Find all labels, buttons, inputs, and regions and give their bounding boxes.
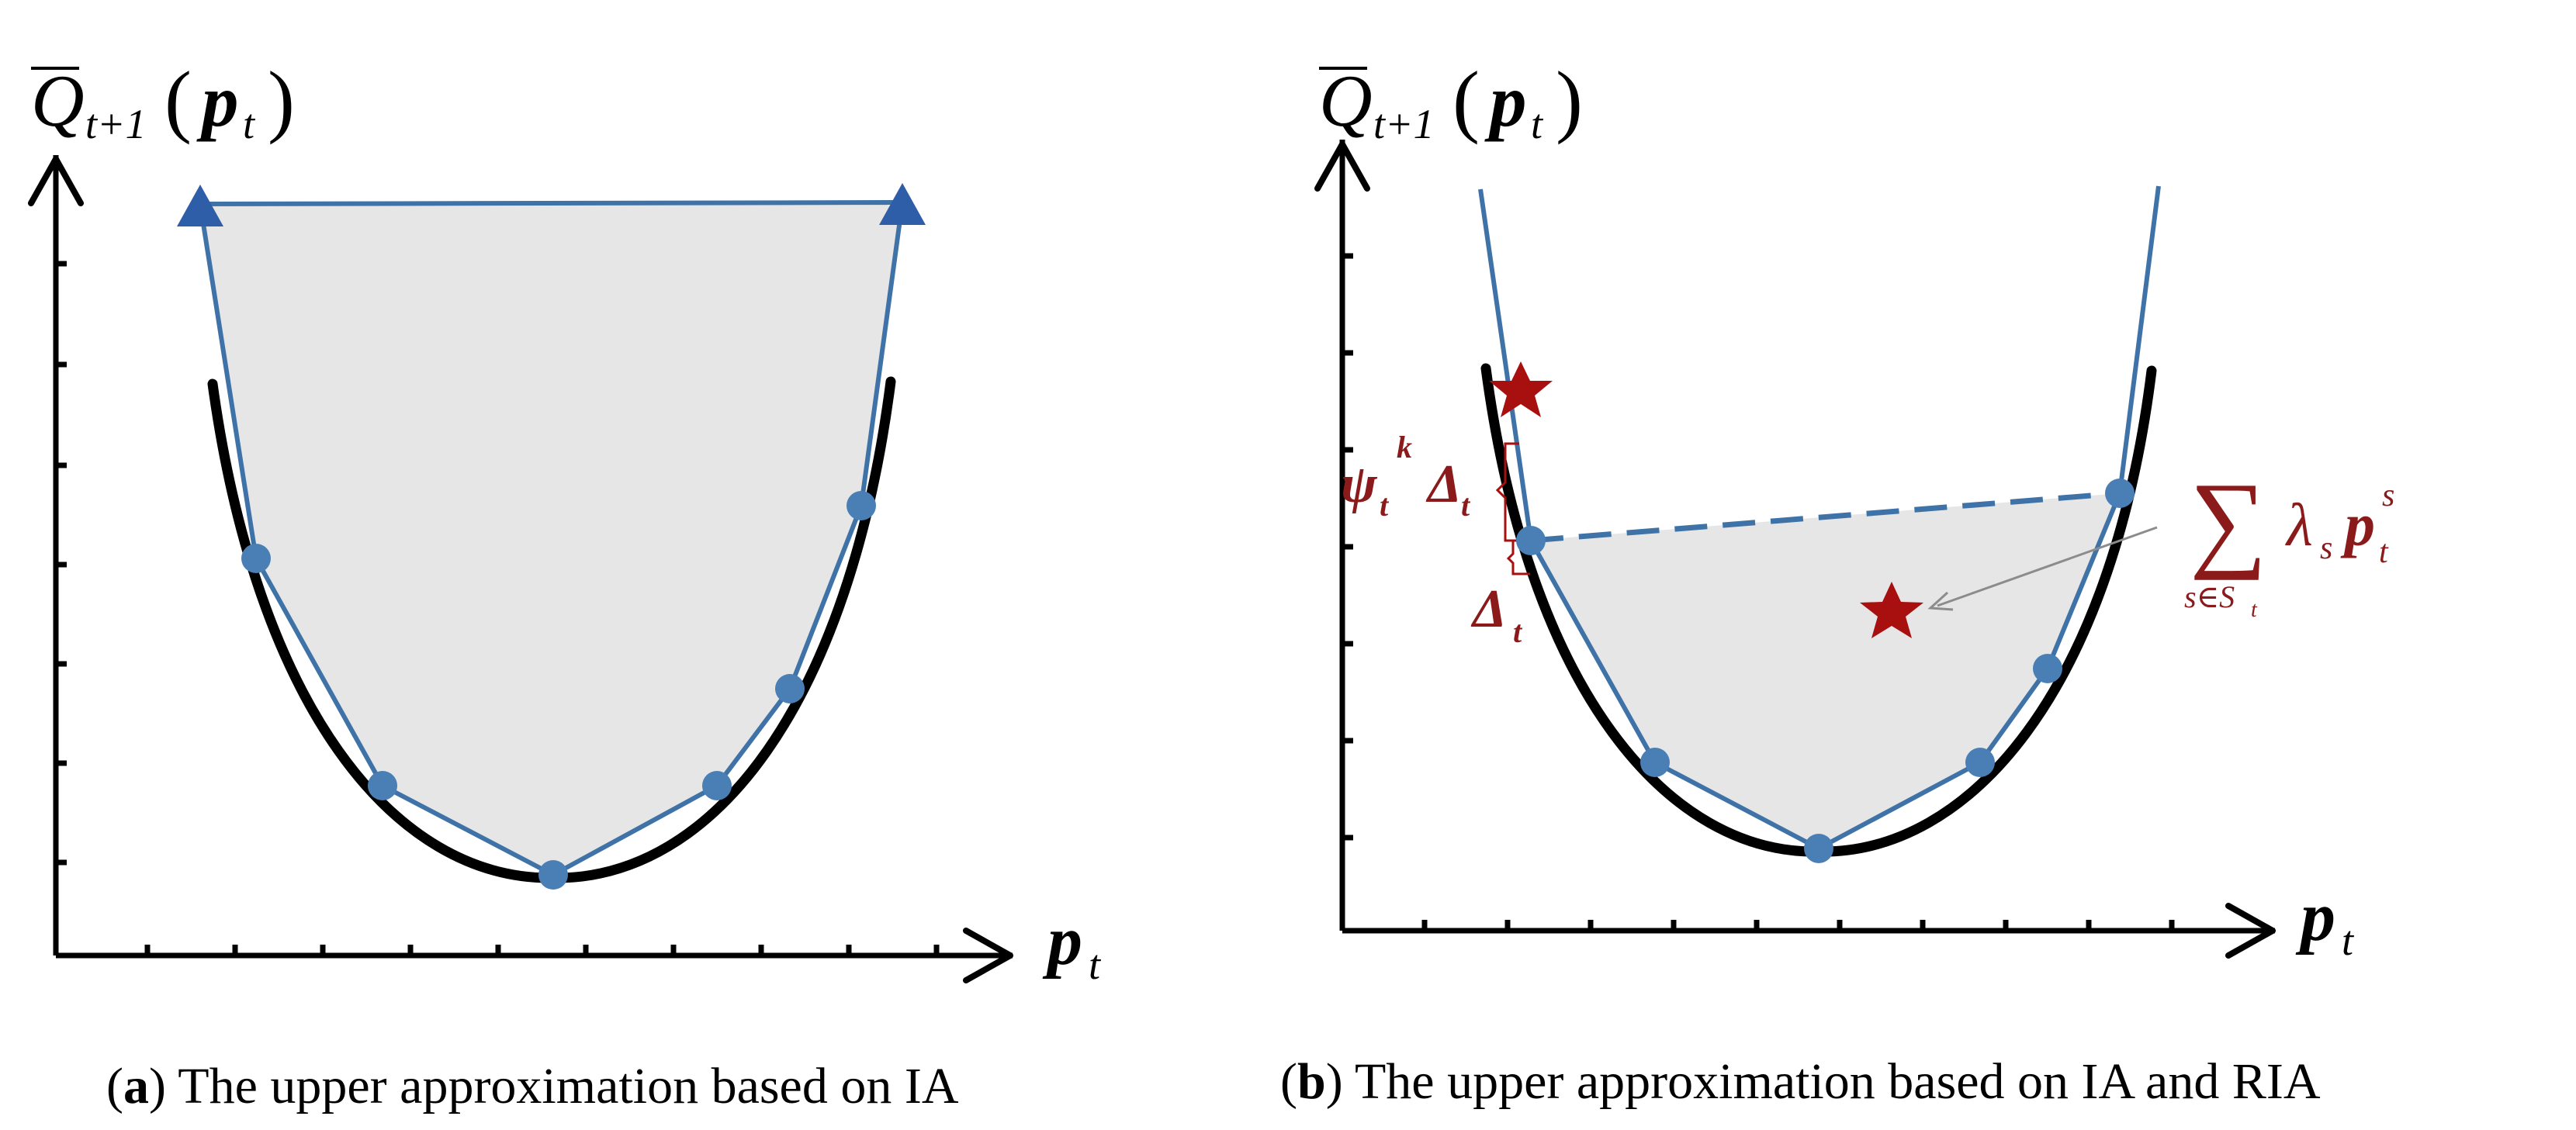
panel-b-delta-bracket <box>1506 539 1530 575</box>
panel-a-y-label-p: p <box>196 60 239 142</box>
panel-b-point <box>1804 834 1833 863</box>
panel-b-approx-polyline <box>1529 492 2122 851</box>
panel-b-y-label-close: ) <box>1556 54 1583 145</box>
panel-a-caption-text: ) The upper approximation based on IA <box>149 1058 959 1114</box>
panel-b-sum-lambda: λ <box>2285 491 2313 558</box>
panel-a-shaded-region <box>200 202 902 875</box>
panel-a-point <box>368 771 397 800</box>
panel-b-star-upper <box>1489 361 1553 417</box>
panel-a-y-label-psub: t <box>243 101 256 147</box>
panel-a-y-label: Q t+1 ( p t ) <box>31 54 295 147</box>
panel-b-sum-p: p <box>2340 491 2375 558</box>
panel-b-y-label: Q t+1 ( p t ) <box>1319 54 1583 147</box>
panel-a-triangle-left <box>177 185 223 226</box>
panel-a-y-label-open: ( <box>164 54 192 145</box>
panel-a-caption-letter: a <box>123 1058 149 1114</box>
panel-a-point <box>702 771 732 800</box>
panel-b-x-label-sub: t <box>2342 917 2355 964</box>
panel-a-point <box>538 860 568 890</box>
panel-b-y-label-psub: t <box>1531 101 1544 147</box>
panel-b-ria-line-right <box>2117 185 2161 494</box>
panel-b-y-label-sub: t+1 <box>1373 101 1434 147</box>
panel-b-psi-delta: Δ <box>1425 454 1462 514</box>
panel-b-delta-symbol: Δ <box>1470 579 1507 639</box>
panel-b: Q t+1 ( p t ) p t ψ t k Δ t Δ t ∑ s∈S <box>1280 54 2394 1110</box>
panel-a-point <box>847 491 876 520</box>
panel-b-x-ticks <box>1421 920 2175 931</box>
panel-b-psi-sup: k <box>1397 430 1412 465</box>
panel-a-y-ticks <box>56 261 67 866</box>
panel-b-psi-bracket <box>1495 442 1519 542</box>
panel-a-point <box>775 674 805 703</box>
panel-b-sum-lambda-sub: s <box>2320 530 2332 566</box>
panel-b-points <box>1516 479 2135 863</box>
panel-b-sum-pointer-head <box>1927 591 1954 611</box>
panel-b-sum-p-sup: s <box>2382 478 2394 513</box>
panel-b-y-axis-arrowhead <box>1314 141 1370 192</box>
panel-b-point <box>2033 654 2062 683</box>
panel-a-x-label: p t <box>1042 903 1102 988</box>
panel-a: Q t+1 ( p t ) p t (a) The upper approxim… <box>28 54 1102 1114</box>
panel-b-ria-line-left <box>1478 188 1533 541</box>
panel-a-y-label-close: ) <box>268 54 295 145</box>
panel-b-psi-symbol: ψ <box>1341 454 1378 514</box>
panel-b-caption-letter: b <box>1297 1053 1326 1110</box>
panel-b-delta-annotation: Δ t <box>1470 579 1523 649</box>
panel-b-sum-pointer-line <box>1937 526 2158 607</box>
panel-b-x-label: p t <box>2295 879 2355 964</box>
panel-a-y-label-q: Q <box>31 60 85 142</box>
panel-b-y-label-q: Q <box>1319 60 1373 142</box>
panel-b-y-label-p: p <box>1484 60 1527 142</box>
panel-b-x-label-p: p <box>2295 879 2335 955</box>
panel-b-caption: (b) The upper approximation based on IA … <box>1280 1053 2321 1110</box>
panel-b-sum-p-sub: t <box>2379 534 2389 570</box>
panel-a-points <box>241 491 876 890</box>
panel-b-dashed-chord <box>1530 490 2121 544</box>
panel-b-x-axis-arrowhead <box>2225 903 2276 959</box>
panel-b-sum-symbol: ∑ <box>2190 461 2267 581</box>
panel-b-delta-sub: t <box>1513 614 1523 649</box>
panel-b-psi-annotation: ψ t k Δ t <box>1341 430 1471 523</box>
panel-b-sum-under-sub: t <box>2251 598 2258 622</box>
panel-b-point <box>1516 526 1546 555</box>
panel-b-psi-sub: t <box>1380 488 1390 523</box>
panel-b-sum-annotation: ∑ s∈S t λ s p t s <box>2184 461 2394 622</box>
panel-a-x-label-sub: t <box>1089 942 1102 988</box>
panel-b-psi-delta-sub: t <box>1461 488 1471 523</box>
panel-a-y-label-sub: t+1 <box>85 101 146 147</box>
panel-b-sum-under: s∈S <box>2184 579 2235 614</box>
panel-a-caption-open: ( <box>106 1058 123 1114</box>
panel-b-point <box>1965 748 1995 777</box>
panel-b-y-label-open: ( <box>1452 54 1480 145</box>
panel-a-x-axis-arrowhead <box>963 928 1013 983</box>
panel-b-caption-open: ( <box>1280 1053 1297 1110</box>
panel-a-y-axis-arrowhead <box>28 156 84 206</box>
panel-b-point <box>1640 748 1670 777</box>
panel-b-star-center <box>1860 582 1923 638</box>
panel-b-point <box>2105 479 2135 508</box>
panel-a-triangle-right <box>879 183 926 225</box>
panel-a-x-ticks <box>144 945 940 955</box>
panel-b-caption-text: ) The upper approximation based on IA an… <box>1326 1053 2321 1110</box>
panel-b-y-ticks <box>1342 253 1353 841</box>
panel-a-caption: (a) The upper approximation based on IA <box>106 1058 959 1114</box>
panel-b-brackets <box>1495 442 1530 575</box>
panel-a-point <box>241 544 271 573</box>
panel-a-x-label-p: p <box>1042 903 1082 980</box>
panel-b-shaded-region <box>1531 493 2120 848</box>
